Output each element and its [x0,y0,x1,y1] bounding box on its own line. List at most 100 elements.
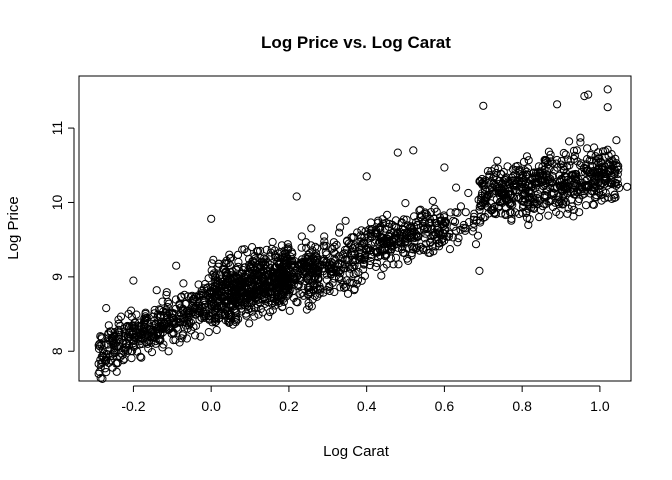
data-point [301,238,310,247]
data-point [197,313,206,322]
data-point [264,312,273,321]
data-point [254,310,263,319]
data-point [365,261,374,270]
data-point [471,240,481,249]
data-point [335,228,344,237]
data-point [530,200,539,209]
data-point [230,292,239,301]
data-point [548,159,557,168]
data-point [276,257,285,266]
data-point [606,178,615,188]
data-point [421,208,430,217]
data-point [259,258,268,267]
data-point [351,249,360,259]
data-point [350,241,359,250]
data-point [586,169,596,178]
data-point [580,189,589,198]
data-point [268,305,277,315]
data-point [608,180,617,189]
data-point [204,328,213,337]
x-tick-label: 0.4 [357,398,377,414]
y-tick-label: 9 [49,273,65,281]
data-point [464,188,473,198]
data-point [399,248,408,257]
data-point [595,154,604,163]
data-point [201,279,210,289]
data-point [318,260,327,269]
data-point [548,202,558,212]
data-point [427,218,436,227]
data-point [580,92,589,101]
data-point [603,103,612,112]
data-point [343,249,352,258]
data-point [476,201,486,210]
data-point [450,217,460,226]
data-point [209,295,218,305]
data-point [140,319,149,328]
data-point [584,90,593,99]
data-point [518,203,528,212]
data-point [597,196,606,205]
data-point [165,325,174,334]
data-point [270,276,279,285]
data-point [267,299,277,308]
data-point [408,242,417,251]
data-point [258,283,267,293]
data-point [194,280,203,289]
data-point [371,262,380,271]
data-point [227,312,236,321]
data-point [518,173,527,183]
data-point [492,182,501,191]
data-point [195,315,204,324]
data-point [182,299,191,308]
data-point [321,248,330,257]
data-point [468,227,477,236]
data-point [440,213,449,222]
data-point [103,340,113,349]
data-point [493,156,502,165]
data-point [147,338,156,347]
data-point [246,287,255,297]
data-point [215,290,224,299]
data-point [366,240,375,250]
data-point [494,164,503,173]
data-point [152,286,161,295]
data-point [130,342,139,352]
data-point [366,218,375,227]
data-point [191,331,200,340]
data-point [127,354,136,363]
data-point [102,368,111,377]
data-point [245,319,254,328]
data-point [199,290,208,299]
data-point [572,170,581,179]
data-point [209,255,218,264]
data-point [540,165,549,174]
data-point [164,299,174,308]
data-point [394,260,403,269]
data-point [187,326,196,335]
data-point [603,85,612,94]
data-point [499,177,508,186]
data-point [569,205,579,214]
data-point [114,325,123,334]
x-tick-label: 1.0 [590,398,610,414]
data-point [605,158,615,167]
data-point [167,313,176,322]
data-point [104,334,113,343]
data-point [372,229,381,238]
data-point [379,263,388,272]
data-point [283,240,292,249]
data-point [479,177,488,186]
data-point [254,260,263,269]
data-point [544,147,554,156]
data-point [274,249,283,258]
data-point [133,347,142,356]
data-point [266,308,275,317]
data-point [535,196,544,205]
data-point [162,288,171,297]
data-point [421,239,431,248]
data-point [410,212,419,221]
data-point [114,328,123,337]
data-point [236,277,245,286]
data-point [172,261,181,270]
